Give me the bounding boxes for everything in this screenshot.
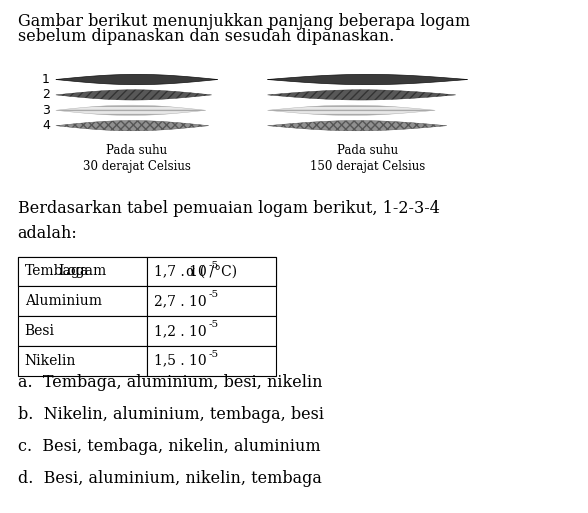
- Text: Logam: Logam: [58, 264, 106, 279]
- Polygon shape: [56, 105, 206, 115]
- Text: Aluminium: Aluminium: [25, 294, 102, 308]
- Polygon shape: [268, 74, 467, 85]
- Text: adalah:: adalah:: [18, 225, 78, 242]
- Text: Nikelin: Nikelin: [25, 353, 76, 368]
- Polygon shape: [56, 74, 218, 85]
- Bar: [147, 286, 276, 316]
- Polygon shape: [268, 121, 447, 131]
- Text: 4: 4: [42, 119, 50, 132]
- Text: Besi: Besi: [25, 324, 55, 338]
- Polygon shape: [268, 90, 456, 100]
- Bar: [147, 346, 276, 376]
- Text: d.  Besi, aluminium, nikelin, tembaga: d. Besi, aluminium, nikelin, tembaga: [18, 470, 322, 487]
- Text: -5: -5: [208, 350, 218, 359]
- Text: -5: -5: [208, 320, 218, 329]
- Text: -5: -5: [208, 261, 218, 270]
- Text: Gambar berikut menunjukkan panjang beberapa logam: Gambar berikut menunjukkan panjang beber…: [18, 13, 470, 30]
- Text: c.  Besi, tembaga, nikelin, aluminium: c. Besi, tembaga, nikelin, aluminium: [18, 438, 320, 455]
- Text: 1,5 . 10: 1,5 . 10: [154, 353, 206, 368]
- Text: sebelum dipanaskan dan sesudah dipanaskan.: sebelum dipanaskan dan sesudah dipanaska…: [18, 28, 394, 45]
- Bar: [18, 256, 147, 286]
- Text: 1,7 . 10: 1,7 . 10: [154, 264, 207, 279]
- Text: 1,2 . 10: 1,2 . 10: [154, 324, 206, 338]
- Text: 2: 2: [42, 88, 50, 102]
- Polygon shape: [56, 90, 212, 100]
- Bar: [147, 316, 276, 346]
- Bar: [18, 256, 147, 286]
- Text: 3: 3: [42, 104, 50, 117]
- Text: b.  Nikelin, aluminium, tembaga, besi: b. Nikelin, aluminium, tembaga, besi: [18, 406, 323, 423]
- Text: Pada suhu
30 derajat Celsius: Pada suhu 30 derajat Celsius: [83, 144, 191, 173]
- Text: a.  Tembaga, aluminium, besi, nikelin: a. Tembaga, aluminium, besi, nikelin: [18, 374, 322, 391]
- Bar: [18, 286, 147, 316]
- Bar: [147, 256, 276, 286]
- Bar: [18, 346, 147, 376]
- Text: Tembaga: Tembaga: [25, 264, 89, 279]
- Polygon shape: [268, 105, 435, 115]
- Text: α ( /°C): α ( /°C): [186, 264, 237, 279]
- Text: Berdasarkan tabel pemuaian logam berikut, 1-2-3-4: Berdasarkan tabel pemuaian logam berikut…: [18, 200, 439, 217]
- Bar: [147, 256, 276, 286]
- Text: 2,7 . 10: 2,7 . 10: [154, 294, 206, 308]
- Bar: [18, 316, 147, 346]
- Text: Pada suhu
150 derajat Celsius: Pada suhu 150 derajat Celsius: [310, 144, 425, 173]
- Text: -5: -5: [208, 290, 218, 300]
- Text: 1: 1: [42, 73, 50, 86]
- Polygon shape: [56, 121, 209, 131]
